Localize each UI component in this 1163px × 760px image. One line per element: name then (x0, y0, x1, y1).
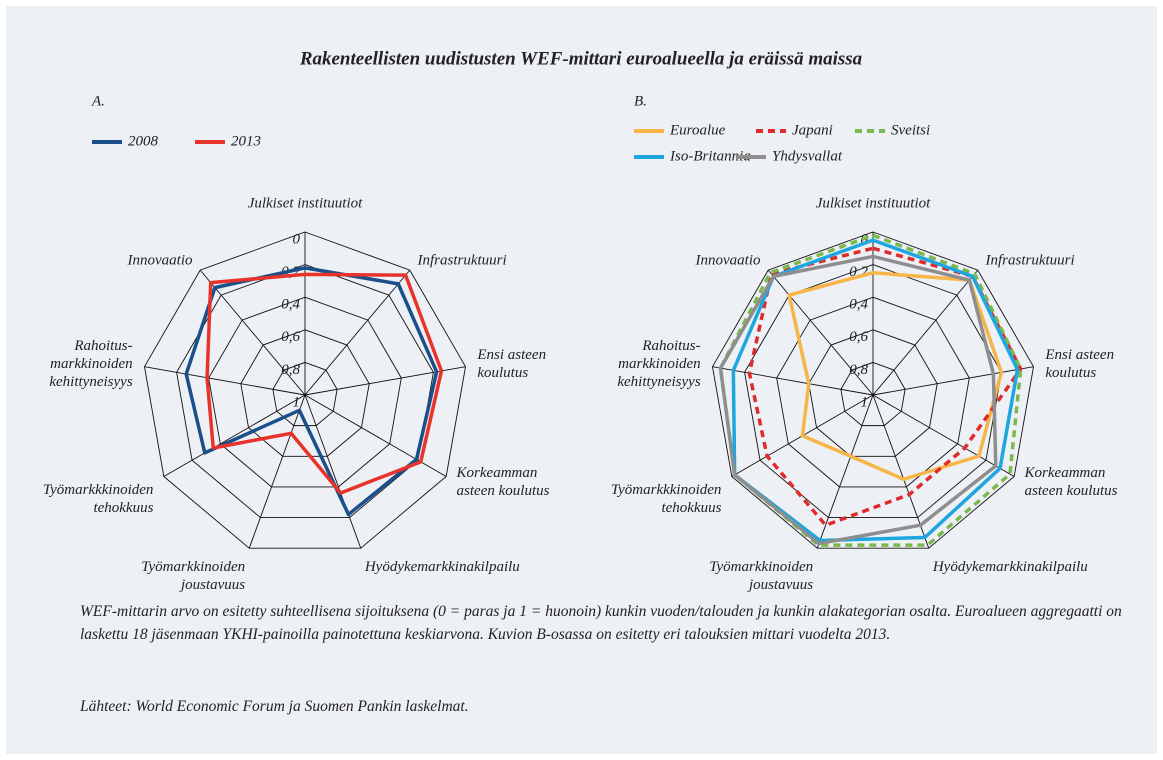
axis-label: kehittyneisyys (617, 374, 700, 390)
axis-label: Innovaatio (695, 252, 761, 268)
r-tick-label: 0,8 (849, 362, 868, 378)
grid-ring (208, 296, 402, 488)
axis-label: Julkiset instituutiot (248, 195, 363, 211)
legend-label: 2008 (128, 133, 159, 149)
legend-label: Sveitsi (891, 122, 930, 138)
grid-ring (776, 296, 970, 488)
legend-label: Yhdysvallat (772, 148, 843, 164)
axis-label: Työmarkkinoiden (141, 559, 245, 575)
axis-label: Korkeamman (456, 465, 538, 481)
series-line (718, 233, 1023, 547)
panel-label: B. (634, 93, 647, 109)
axis-label: Työmarkkinoiden (709, 559, 813, 575)
axis-label: asteen koulutus (1025, 483, 1118, 499)
spoke (872, 269, 979, 396)
axis-label: Innovaatio (127, 252, 193, 268)
spoke (304, 394, 447, 477)
axis-label: markkinoiden (50, 356, 132, 372)
axis-label: asteen koulutus (457, 483, 550, 499)
series-line (731, 238, 1020, 543)
spoke (767, 269, 874, 396)
r-tick-label: 0,8 (281, 362, 300, 378)
axis-label: Rahoitus- (73, 338, 132, 354)
axis-label: kehittyneisyys (49, 374, 132, 390)
panel-label: A. (91, 93, 105, 109)
spoke (304, 394, 362, 549)
grid-ring (240, 329, 370, 457)
source: Lähteet: World Economic Forum ja Suomen … (80, 698, 469, 715)
axis-label: Rahoitus- (641, 338, 700, 354)
spoke (248, 394, 306, 549)
panel (6, 6, 1157, 754)
r-tick-label: 1 (293, 394, 301, 410)
spoke (199, 269, 306, 396)
series-line (205, 272, 444, 495)
grid-ring (144, 231, 466, 549)
spoke (872, 394, 1015, 477)
r-tick-label: 0 (293, 231, 301, 247)
spoke (163, 394, 306, 477)
grid-ring (840, 361, 906, 427)
axis-label: Hyödykemarkkinakilpailu (364, 559, 520, 575)
legend-label: Iso-Britannia (669, 148, 751, 164)
axis-label: Infrastruktuuri (984, 252, 1074, 268)
spoke (144, 366, 306, 396)
legend-label: Euroalue (669, 122, 726, 138)
series-line (747, 246, 1023, 527)
legend-label: Japani (792, 122, 833, 138)
note: WEF-mittarin arvo on esitetty suhteellis… (80, 603, 1122, 643)
grid-ring (712, 231, 1034, 549)
axis-label: joustavuus (179, 577, 245, 593)
spoke (304, 269, 411, 396)
series-line (718, 254, 998, 546)
series-line (184, 266, 439, 517)
spoke (304, 366, 466, 396)
spoke (872, 366, 1034, 396)
chart-title: Rakenteellisten uudistusten WEF-mittari … (299, 48, 863, 69)
axis-label: joustavuus (747, 577, 813, 593)
axis-label: Julkiset instituutiot (816, 195, 931, 211)
series-line (787, 271, 1004, 481)
spoke (872, 394, 930, 549)
axis-label: Työmarkkkinoiden (43, 482, 154, 498)
axis-label: tehokkuus (93, 500, 153, 516)
grid-ring (808, 329, 938, 457)
spoke (816, 394, 874, 549)
r-tick-label: 1 (861, 394, 869, 410)
axis-label: koulutus (1045, 365, 1096, 381)
axis-label: Korkeamman (1024, 465, 1106, 481)
r-tick-label: 0,4 (849, 297, 868, 313)
axis-label: tehokkuus (661, 500, 721, 516)
r-tick-label: 0,6 (281, 329, 300, 345)
axis-label: Työmarkkkinoiden (611, 482, 722, 498)
axis-label: Hyödykemarkkinakilpailu (932, 559, 1088, 575)
axis-label: markkinoiden (618, 356, 700, 372)
axis-label: Ensi asteen (476, 347, 546, 363)
axis-label: Infrastruktuuri (416, 252, 506, 268)
legend-label: 2013 (231, 133, 261, 149)
grid-ring (744, 264, 1002, 518)
r-tick-label: 0,6 (849, 329, 868, 345)
axis-label: koulutus (477, 365, 528, 381)
axis-label: Ensi asteen (1044, 347, 1114, 363)
r-tick-label: 0,4 (281, 297, 300, 313)
spoke (712, 366, 874, 396)
